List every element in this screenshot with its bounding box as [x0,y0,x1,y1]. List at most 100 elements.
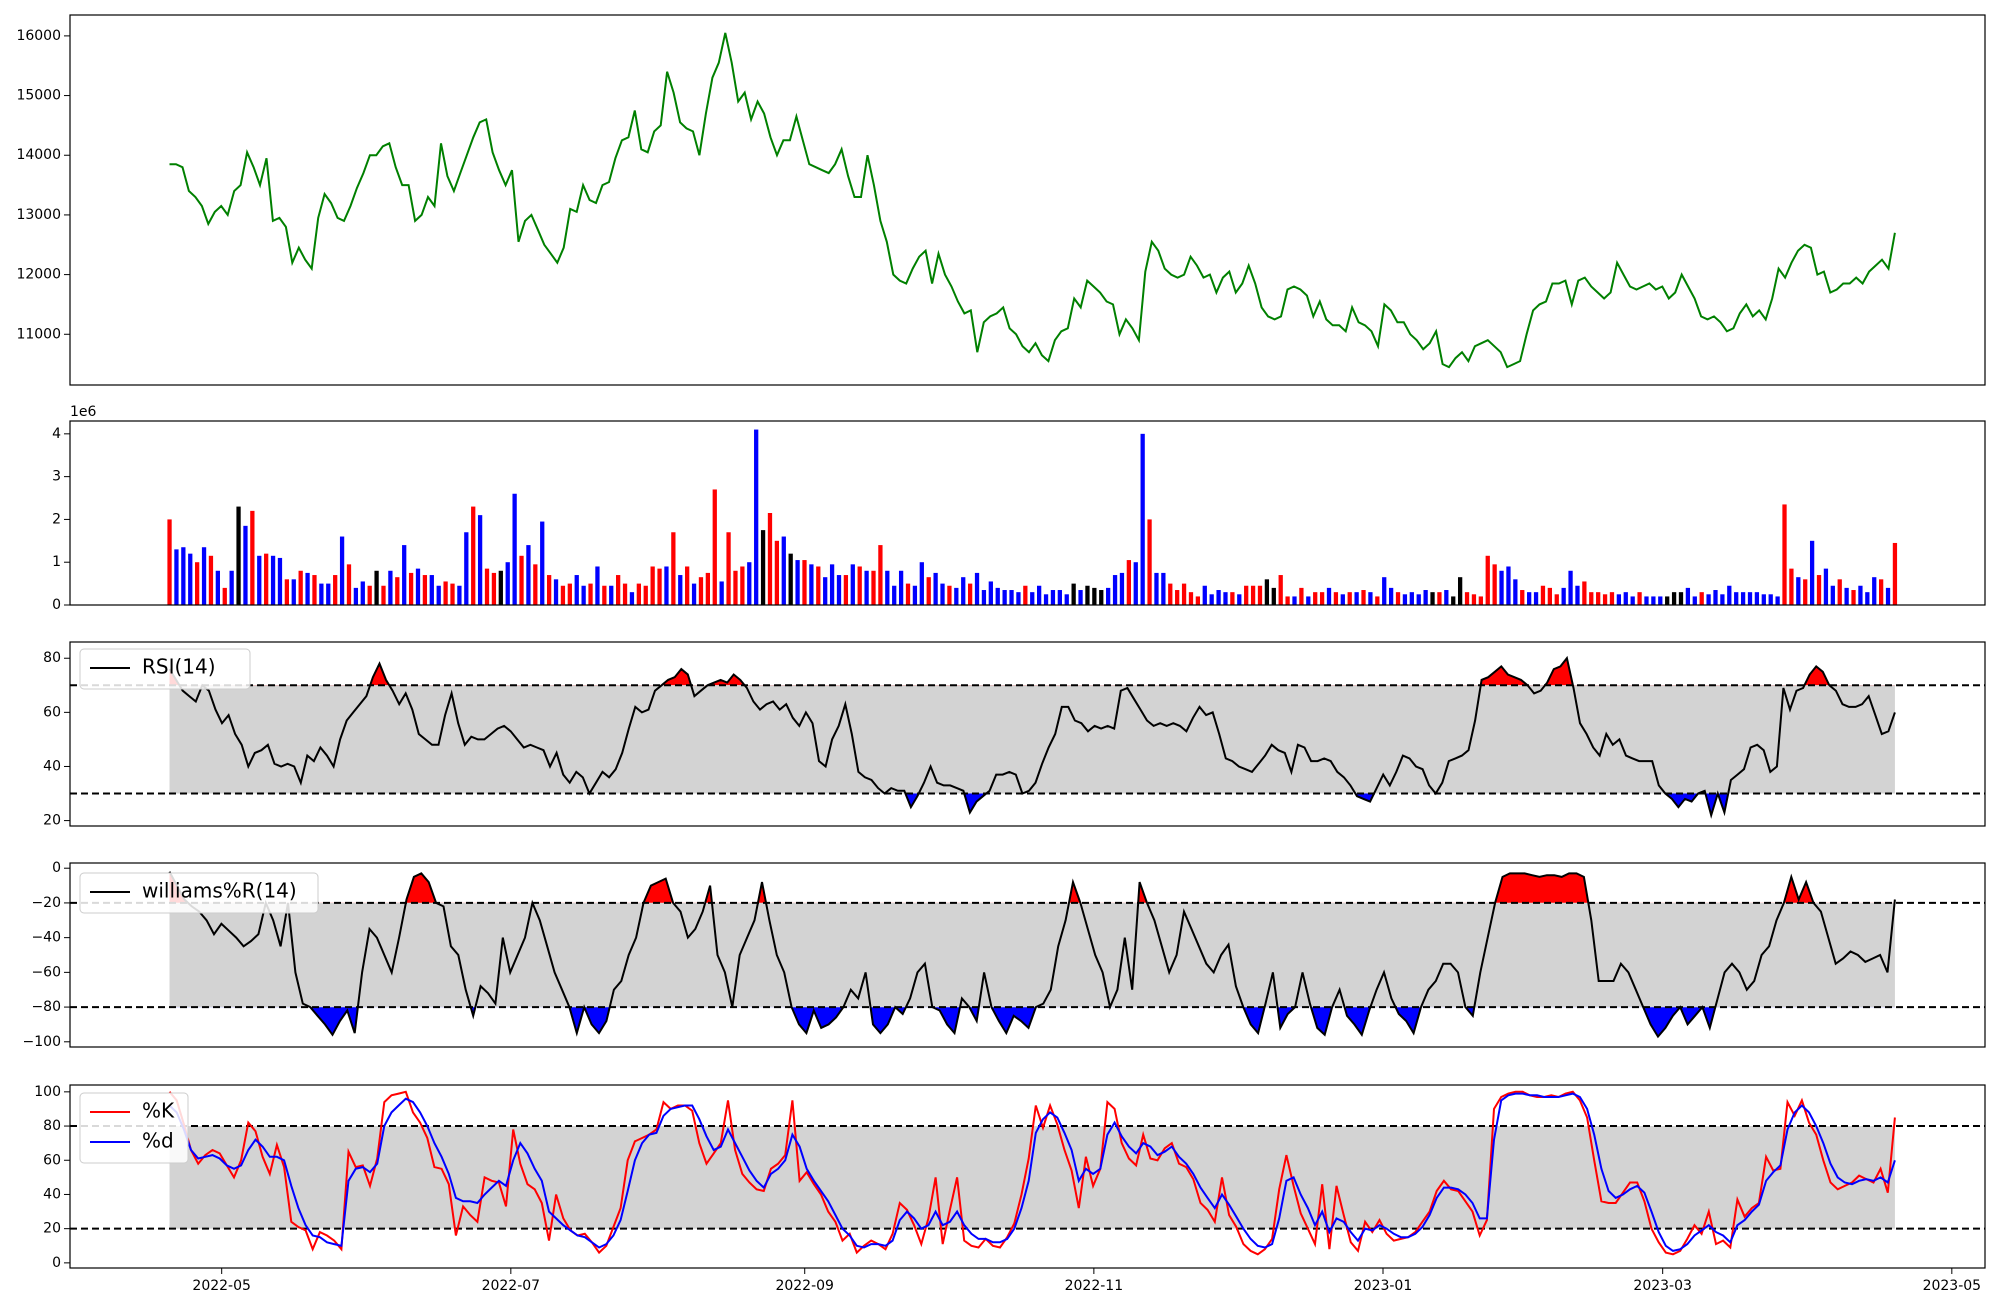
volume-bar [1430,592,1435,605]
volume-bar [733,570,738,605]
stochastic-ytick-label: 60 [43,1152,61,1168]
volume-bar [1692,596,1697,605]
volume-bar [843,575,849,605]
volume-bar [1451,596,1456,605]
rsi-ytick-label: 20 [43,813,61,829]
volume-bar [1319,592,1325,605]
volume-bar [1326,587,1332,605]
stochastic-panel: 0 20 40 60 80 100 2022-05 2022-07 2022-09 2022-11… [34,1084,1986,1294]
williams-line [168,871,1896,1039]
volume-bar [664,566,669,605]
volume-bar [892,585,897,605]
volume-bar [816,566,821,605]
volume-bar [1533,592,1539,605]
volume-bar [284,579,290,605]
volume-bar [1285,596,1290,605]
volume-bar [1837,579,1842,605]
volume-bar [1271,587,1276,605]
volume-bar [471,506,476,605]
volume-bar [1734,592,1739,605]
volume-bar [450,583,455,605]
volume-bar [919,562,924,605]
volume-bar [408,572,414,605]
volume-bar [533,564,538,605]
stochastic-frame [69,1084,1986,1269]
volume-bar [567,583,572,605]
volume-bar [1333,592,1339,605]
rsi-legend: RSI(14) [79,648,251,690]
stochastic-legend: %K %d [79,1092,189,1164]
volume-ytick-label: 0 [52,597,61,613]
rsi-neutral-band [169,685,1895,794]
volume-bar [912,585,918,605]
volume-bar [1830,585,1835,605]
volume-bar [1499,570,1504,605]
volume-bar [1375,596,1380,605]
price-panel: 11000 12000 13000 14000 15000 16000 [16,14,1986,386]
volume-bar [208,555,214,605]
stochastic-neutral-band [169,1126,1895,1229]
volume-bar [1754,592,1760,605]
volume-bar [1616,594,1622,605]
price-ytick-label: 11000 [16,326,61,342]
volume-bar [636,583,641,605]
volume-bar [415,568,421,605]
volume-bar [1250,585,1256,605]
volume-bar [1209,594,1214,605]
volume-bar [1347,592,1352,605]
volume-bar [609,585,614,605]
volume-bar [1402,594,1408,605]
volume-bar [1409,592,1414,605]
volume-bar [788,553,793,605]
volume-bar [1195,596,1201,605]
williams-legend-frame [79,872,319,914]
stochastic-legend-frame [79,1092,189,1164]
volume-bar [1354,592,1359,605]
volume-bar [464,532,469,605]
price-frame [69,14,1986,386]
williams-ytick-label: −80 [31,999,61,1015]
volume-bar [871,570,876,605]
volume-bar [1644,596,1649,605]
volume-bar [857,566,862,605]
williams-ytick-label: −20 [31,895,61,911]
volume-bar [1775,596,1780,605]
volume-bar [836,575,842,605]
volume-bar [1092,587,1097,605]
volume-bar [181,547,186,605]
rsi-panel: 20 40 60 80 RSI(14) [43,641,1986,829]
volume-bar [1547,587,1552,605]
volume-bar [1181,583,1187,605]
volume-bar [553,579,559,605]
volume-bar [1292,596,1297,605]
volume-bar [402,545,407,605]
williams-ytick-label: −100 [23,1034,61,1050]
stochastic-legend-label: %K [142,1099,175,1123]
volume-bar [291,579,296,605]
volume-bar [1457,577,1463,605]
volume-bar [878,545,883,605]
volume-bar [215,570,220,605]
volume-bar [1768,594,1773,605]
volume-bar [519,555,524,605]
volume-bar [1623,592,1628,605]
volume-bar [1796,577,1801,605]
volume-bar [802,560,807,605]
volume-bar [1388,587,1394,605]
volume-bar [201,547,207,605]
volume-bar [809,564,814,605]
volume-bar [1699,592,1704,605]
volume-bar [1527,592,1532,605]
x-tick-label: 2022-07 [482,1278,541,1294]
volume-bar [257,555,262,605]
volume-bar [588,583,593,605]
volume-bar [1809,540,1815,605]
volume-bar [270,555,276,605]
volume-bar [574,575,579,605]
volume-bar [1816,575,1822,605]
volume-bar [760,530,766,605]
volume-bar [353,587,359,605]
williams-ytick-label: −40 [31,930,61,946]
volume-bar [581,585,586,605]
volume-bar [305,572,310,605]
